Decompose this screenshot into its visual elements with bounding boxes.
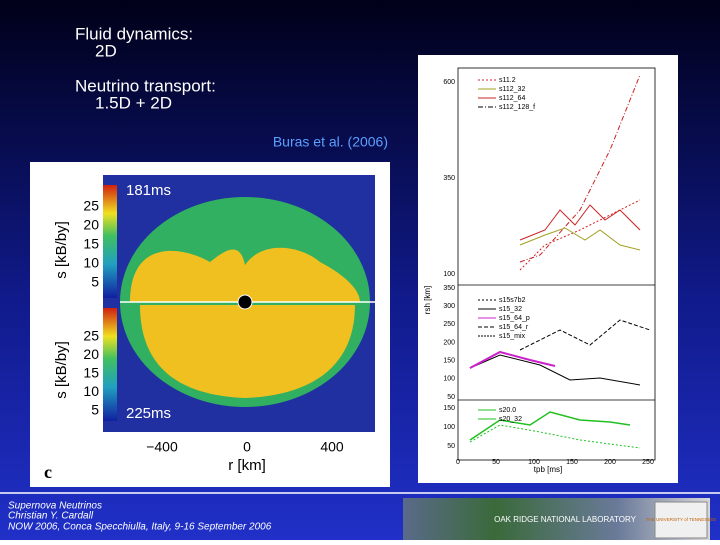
footer-line: NOW 2006, Conca Specchiulla, Italy, 9-16… [8,522,272,533]
sub-bullet: 2D [95,41,117,60]
panel-letter: c [44,462,52,482]
colorbar [103,308,117,421]
x-tick-label: 200 [604,459,616,466]
footer-line: Christian Y. Cardall [8,511,94,522]
figure-frame [418,55,678,483]
legend-label: s112_128_f [499,104,535,111]
curve [519,204,641,241]
y-tick-label: 15 [83,365,99,381]
curve [469,354,641,386]
upper-blob [130,247,360,302]
citation: Buras et al. (2006) [273,134,388,150]
y-tick-label: 100 [443,271,455,278]
y-axis-label: rsh [km] [423,286,432,314]
x-tick-label: 150 [566,459,578,466]
core [237,294,253,310]
x-tick-label: 0 [243,439,251,455]
logo-box [654,501,708,539]
curve [519,199,641,271]
y-tick-label: 10 [83,383,99,399]
x-tick-label: 100 [528,459,540,466]
y-tick-label: 100 [443,424,455,431]
x-axis-label: r [km] [228,457,266,474]
curve [519,227,641,251]
curve [519,74,641,263]
x-tick-label: 50 [492,459,500,466]
y-axis-label: s [kB/by] [53,221,70,279]
y-tick-label: 350 [443,175,455,182]
logo-text: OAK RIDGE NATIONAL LABORATORY [494,515,636,524]
legend-label: s15s7b2 [499,297,526,304]
legend-label: s20_32 [499,416,522,423]
curve [469,424,641,449]
x-tick-label: −400 [146,439,178,455]
time-label: 225ms [126,405,171,422]
footer: Supernova Neutrinos Christian Y. Cardall… [8,501,272,533]
lower-blob [140,305,355,398]
legend-label: s15_32 [499,306,522,313]
logo-text: THE UNIVERSITY of TENNESSEE [646,517,717,522]
x-tick-label: 400 [320,439,344,455]
left-figure: 181ms 225ms s [kB/by] s [kB/by] r [km] c [30,162,390,487]
legend-label: s11.2 [499,77,516,84]
bullet: Fluid dynamics: [75,24,193,43]
y-tick-label: 150 [443,405,455,412]
legend-label: s112_64 [499,95,525,102]
bullet: Neutrino transport: [75,76,216,95]
y-tick-label: 250 [443,321,455,328]
bullets: Fluid dynamics: 2D Neutrino transport: 1… [75,24,216,112]
y-tick-label: 300 [443,303,455,310]
footer-line: Supernova Neutrinos [8,501,102,512]
y-tick-label: 15 [83,236,99,252]
y-tick-label: 50 [447,394,455,401]
y-tick-label: 25 [83,328,99,344]
y-tick-label: 20 [83,217,99,233]
curve [469,411,631,441]
right-figure: rsh [km] tpb [ms] [418,55,678,483]
legend-label: s20.0 [499,407,516,414]
x-tick-label: 0 [456,459,460,466]
time-label: 181ms [126,182,171,199]
y-tick-label: 5 [91,274,99,290]
y-tick-label: 5 [91,402,99,418]
sub-bullet: 1.5D + 2D [95,93,172,112]
y-tick-label: 20 [83,346,99,362]
y-tick-label: 25 [83,198,99,214]
y-tick-label: 600 [443,79,455,86]
y-axis-label: s [kB/by] [53,341,70,399]
y-tick-label: 50 [447,443,455,450]
x-axis-label: tpb [ms] [534,465,562,474]
curve [519,319,651,351]
y-tick-label: 10 [83,255,99,271]
y-tick-label: 150 [443,358,455,365]
y-tick-label: 100 [443,376,455,383]
y-tick-label: 200 [443,339,455,346]
x-tick-label: 250 [642,459,654,466]
legend-label: s15_mix [499,333,526,340]
colorbar [103,185,117,298]
y-tick-label: 350 [443,285,455,292]
curve [469,350,556,369]
legend-label: s15_64_r [499,324,529,331]
legend-label: s15_64_p [499,315,530,322]
axes-frame [457,67,656,461]
legend-label: s112_32 [499,86,525,93]
